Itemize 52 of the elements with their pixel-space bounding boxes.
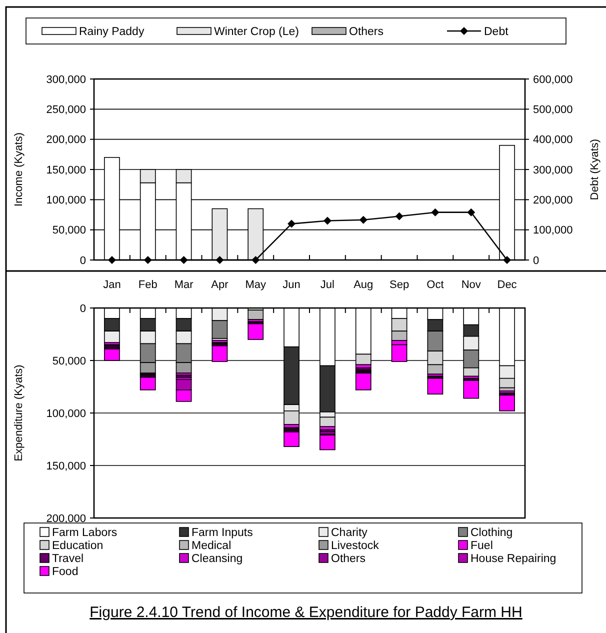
y-tick-label: 50,000 [52,355,86,368]
x-tick-label: Dec [497,279,518,291]
legend-label: Rainy Paddy [79,26,144,38]
legend-label: Farm Inputs [192,527,254,540]
x-tick-label: Jun [282,279,300,291]
y2-tick-label: 200,000 [533,194,573,207]
y2-tick-label: 300,000 [533,164,573,176]
y-tick-label: 0 [80,254,86,267]
legend-label: Clothing [470,527,513,540]
x-tick-label: Oct [426,279,444,291]
y-tick-label: 100,000 [46,194,86,207]
y2-tick-label: 0 [533,254,540,267]
x-tick-label: Apr [211,279,229,291]
y2-axis-title: Debt (Kyats) [589,138,601,200]
legend-label: Winter Crop (Le) [214,26,300,38]
legend-label: Debt [484,26,510,38]
x-tick-label: Jul [320,279,334,291]
legend-label: Livestock [331,540,380,552]
caption: Figure 2.4.10 Trend of Income & Expenditure for Paddy Farm HH [90,604,522,621]
y2-tick-label: 500,000 [533,104,573,116]
y-tick-label: 200,000 [46,134,86,146]
y2-tick-label: 600,000 [533,74,573,86]
legend-label: Medical [192,540,232,552]
y-tick-label: 100,000 [46,408,86,420]
x-tick-label: Feb [138,279,158,291]
x-tick-label: May [245,279,267,291]
legend-label: Fuel [470,540,493,552]
x-tick-label: Aug [354,279,374,291]
legend-label: Others [349,26,384,38]
y-tick-label: 150,000 [46,164,86,176]
y-axis-title: Expenditure (Kyats) [13,364,25,462]
legend-label: Education [52,540,104,552]
legend-label: Others [331,553,366,566]
legend-label: Cleansing [192,553,243,566]
y-tick-label: 250,000 [46,104,86,116]
legend-label: Charity [331,527,368,540]
x-tick-label: Nov [461,279,482,291]
x-tick-label: Jan [103,279,121,291]
legend-label: House Repairing [470,553,556,566]
y-tick-label: 0 [80,302,86,315]
legend-label: Food [52,566,78,578]
y-tick-label: 150,000 [46,460,86,472]
y-tick-label: 50,000 [52,224,86,237]
y2-tick-label: 400,000 [533,134,573,146]
y2-tick-label: 100,000 [533,224,573,237]
legend-label: Travel [52,553,84,566]
y-tick-label: 200,000 [46,512,86,525]
x-tick-label: Sep [390,279,410,291]
x-tick-label: Mar [174,279,194,291]
y-axis-title: Income (Kyats) [13,132,25,206]
y-tick-label: 300,000 [46,74,86,86]
legend-label: Farm Labors [52,527,118,540]
